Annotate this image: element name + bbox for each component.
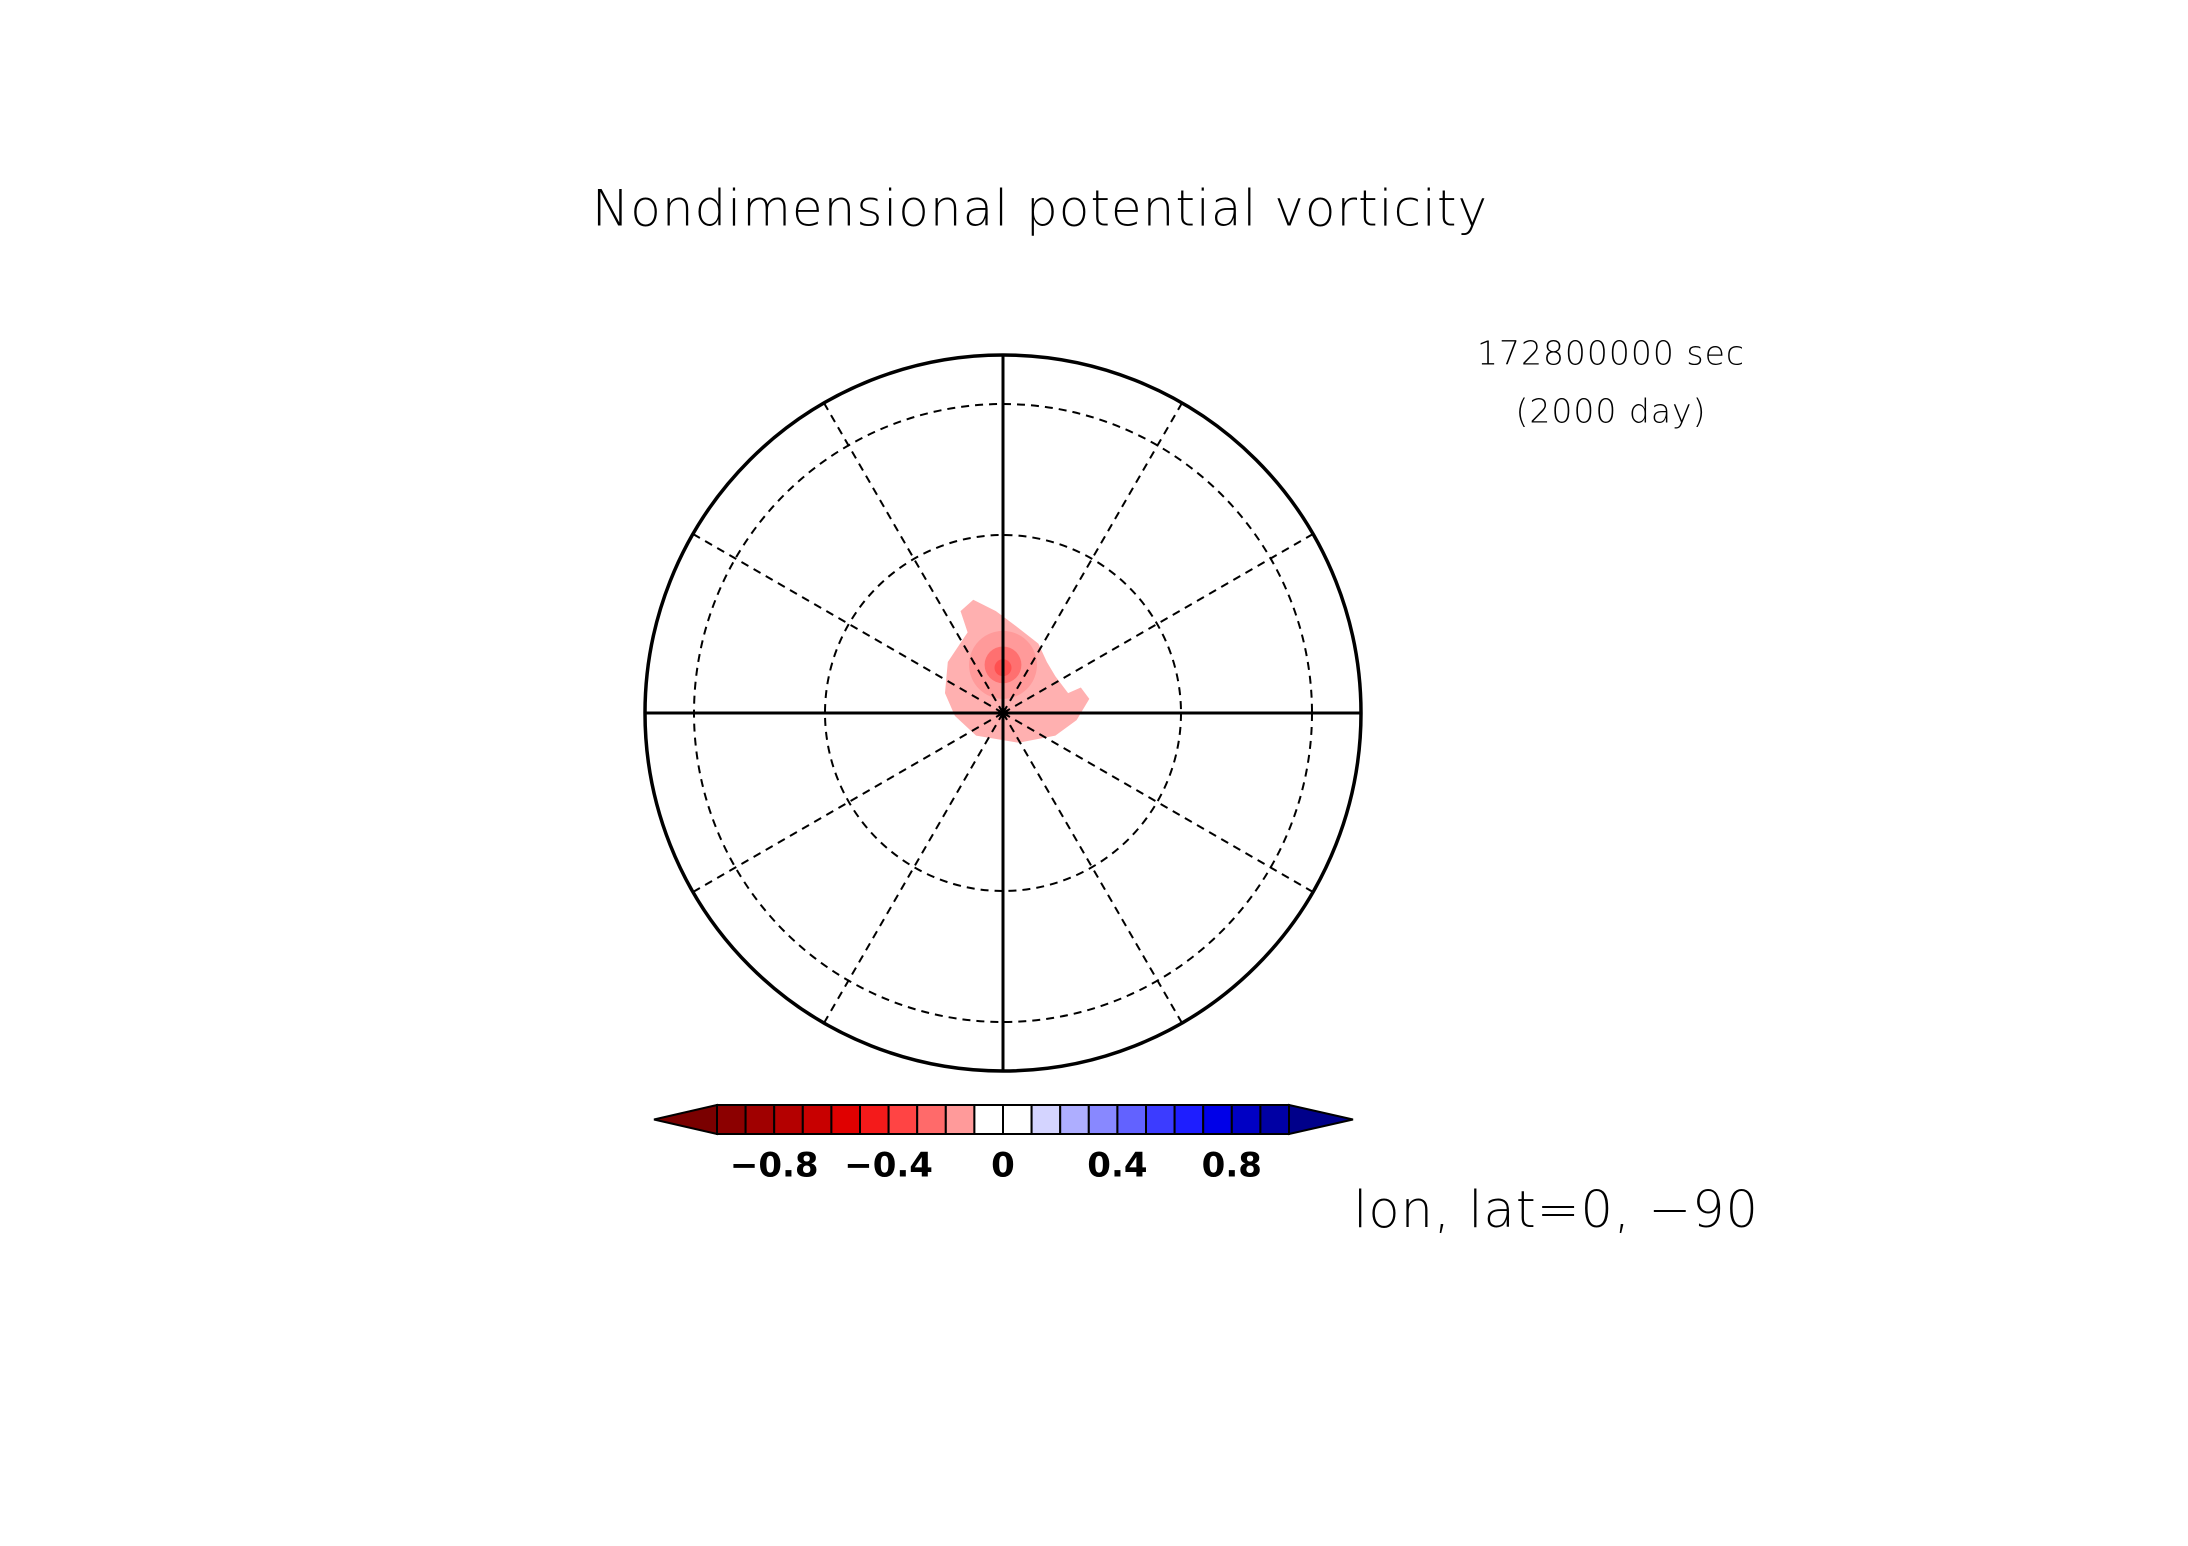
meridian <box>1002 402 1183 714</box>
colorbar-box <box>1173 1104 1205 1135</box>
colorbar-tick-label: −0.4 <box>844 1146 933 1186</box>
colorbar-box <box>1059 1104 1090 1135</box>
polar-map <box>643 353 1363 1073</box>
colorbar-box <box>1202 1104 1233 1135</box>
meridian <box>1002 533 1314 714</box>
time-label: 172800000 sec <box>1477 334 1745 373</box>
meridian <box>1002 712 1314 893</box>
chart-title: Nondimensional potential vorticity <box>592 180 1488 238</box>
meridian <box>823 712 1004 1024</box>
colorbar-extension <box>1288 1103 1354 1136</box>
meridian <box>692 712 1004 893</box>
map-boundary <box>643 353 1363 1073</box>
colorbar-box <box>1002 1104 1033 1135</box>
colorbar-box <box>744 1104 776 1135</box>
colorbar-box <box>830 1104 862 1135</box>
colorbar-box <box>773 1104 804 1135</box>
meridian <box>692 533 1004 714</box>
colorbar-box <box>1259 1104 1291 1135</box>
meridians <box>692 402 1314 1024</box>
colorbar-box <box>1145 1104 1176 1135</box>
colorbar-box <box>1116 1104 1148 1135</box>
day-label: (2000 day) <box>1516 392 1707 431</box>
colorbar: −0.8 −0.4 0 0.4 0.8 <box>653 1103 1354 1186</box>
colorbar-box <box>887 1104 919 1135</box>
colorbar-box <box>1030 1104 1062 1135</box>
colorbar-box <box>801 1104 833 1135</box>
colorbar-tick-label: 0.8 <box>1202 1146 1262 1186</box>
colorbar-box <box>859 1104 890 1135</box>
colorbar-tick-label: 0 <box>991 1146 1015 1186</box>
colorbar-tick-label: 0.4 <box>1087 1146 1147 1186</box>
colorbar-box <box>973 1104 1005 1135</box>
colorbar-box <box>716 1104 747 1135</box>
colorbar-box <box>1230 1104 1262 1135</box>
colorbar-box <box>916 1104 947 1135</box>
meridian <box>823 402 1004 714</box>
meridian <box>1002 712 1183 1024</box>
colorbar-tick-label: −0.8 <box>730 1146 819 1186</box>
colorbar-box <box>1087 1104 1119 1135</box>
projection-label: lon, lat=0, −90 <box>1353 1181 1759 1240</box>
colorbar-box <box>944 1104 976 1135</box>
